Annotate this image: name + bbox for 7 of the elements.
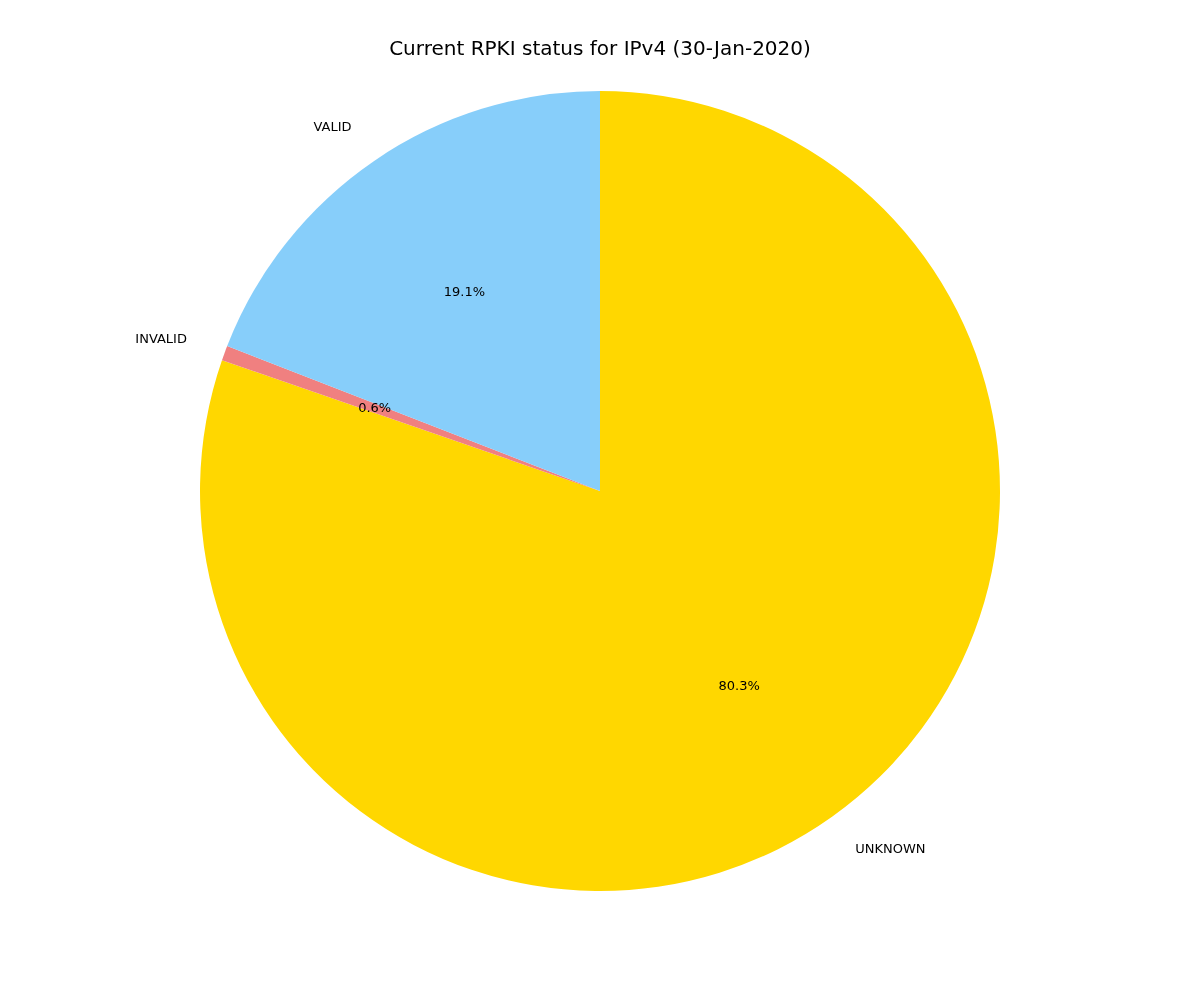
slice-label: UNKNOWN [855,840,926,856]
slice-label: VALID [313,119,352,135]
chart-title: Current RPKI status for IPv4 (30-Jan-2020) [389,36,811,61]
slice-label: INVALID [135,330,187,346]
data-label: 0.6% [358,399,392,415]
data-label: 80.3% [718,677,760,693]
data-label: 19.1% [443,284,486,300]
